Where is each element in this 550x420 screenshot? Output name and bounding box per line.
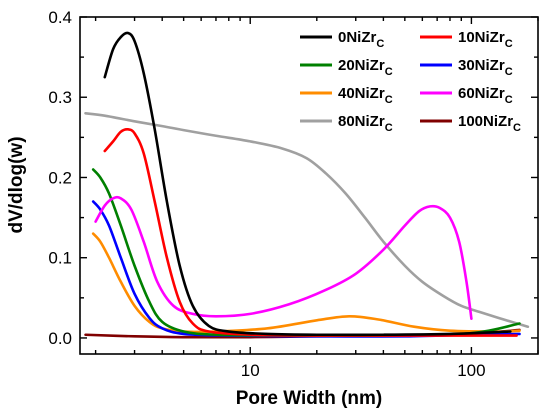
series-line-20nizr xyxy=(91,168,521,338)
ticks-layer: 0.0 0.1 0.2 0.3 0.4 10 100 xyxy=(48,8,539,380)
legend-label-60nizr: 60NiZrC xyxy=(458,85,513,106)
legend-label-subscript: C xyxy=(505,66,513,78)
legend-label-subscript: C xyxy=(385,66,393,78)
y-axis-title: dV/dlog(w) xyxy=(6,136,27,233)
y-tick-label: 0.0 xyxy=(48,329,72,348)
series-line-80nizr xyxy=(84,111,530,329)
series-layer xyxy=(84,31,530,339)
legend: 0NiZrC 10NiZrC 20NiZrC 30NiZrC 40NiZrC 60NiZr… xyxy=(300,29,521,134)
x-tick-label: 100 xyxy=(457,361,485,380)
legend-label-80nizr: 80NiZrC xyxy=(338,113,393,134)
series-line-60nizr xyxy=(94,195,473,320)
x-axis-title: Pore Width (nm) xyxy=(236,388,383,409)
axes-layer xyxy=(79,16,539,355)
legend-label-subscript: C xyxy=(505,38,513,50)
legend-label-subscript: C xyxy=(376,38,384,50)
legend-label-100nizr: 100NiZrC xyxy=(458,113,521,134)
y-tick-label: 0.3 xyxy=(48,88,72,107)
legend-label-10nizr: 10NiZrC xyxy=(458,29,513,50)
y-tick-label: 0.4 xyxy=(48,8,72,27)
legend-label-subscript: C xyxy=(505,94,513,106)
legend-label-subscript: C xyxy=(385,94,393,106)
legend-label-40nizr: 40NiZrC xyxy=(338,85,393,106)
legend-label-subscript: C xyxy=(385,122,393,134)
legend-label-subscript: C xyxy=(513,122,521,134)
legend-label-0nizr: 0NiZrC xyxy=(338,29,384,50)
y-tick-label: 0.1 xyxy=(48,249,72,268)
plot-frame xyxy=(79,16,539,355)
series-line-0nizr xyxy=(103,31,512,337)
legend-label-20nizr: 20NiZrC xyxy=(338,57,393,78)
legend-label-30nizr: 30NiZrC xyxy=(458,57,513,78)
x-tick-label: 10 xyxy=(241,361,260,380)
y-tick-label: 0.2 xyxy=(48,168,72,187)
